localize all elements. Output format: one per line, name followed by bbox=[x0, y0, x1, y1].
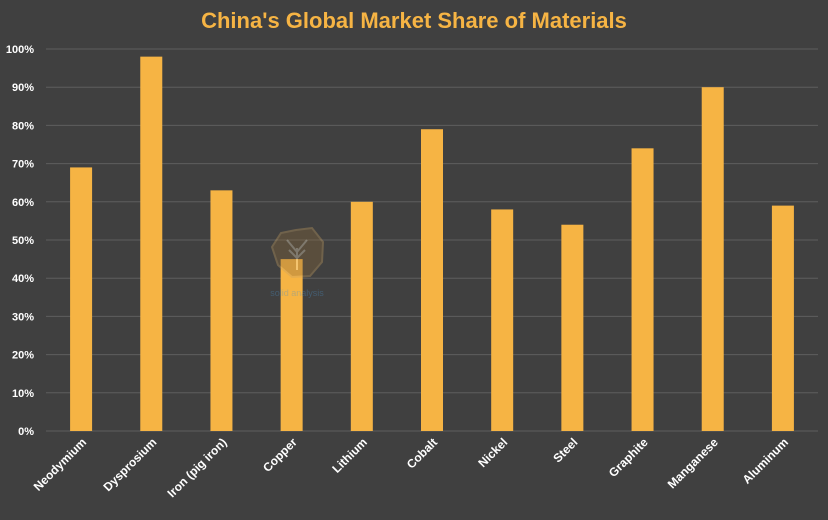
x-category-label: Iron (pig iron) bbox=[165, 435, 230, 500]
y-tick-label: 20% bbox=[12, 350, 34, 362]
bar-aluminum bbox=[771, 205, 794, 431]
x-category-label: Manganese bbox=[665, 435, 721, 491]
y-tick-label: 0% bbox=[18, 426, 34, 438]
bar-copper bbox=[280, 259, 303, 431]
bars bbox=[70, 56, 794, 432]
y-tick-label: 100% bbox=[6, 44, 34, 56]
x-category-label: Steel bbox=[550, 435, 580, 465]
y-tick-label: 30% bbox=[12, 311, 34, 323]
bar-nickel bbox=[491, 209, 514, 431]
chart-title: China's Global Market Share of Materials bbox=[201, 8, 627, 33]
y-tick-label: 40% bbox=[12, 273, 34, 285]
y-tick-label: 70% bbox=[12, 159, 34, 171]
x-category-label: Neodymium bbox=[31, 435, 89, 493]
tree-logo-icon bbox=[270, 226, 325, 279]
bar-lithium bbox=[350, 201, 373, 431]
y-tick-label: 10% bbox=[12, 388, 34, 400]
bar-neodymium bbox=[70, 167, 93, 432]
y-tick-label: 50% bbox=[12, 235, 34, 247]
y-tick-label: 90% bbox=[12, 82, 34, 94]
watermark-text: solid analysis bbox=[270, 288, 324, 298]
bar-graphite bbox=[631, 148, 654, 431]
y-tick-label: 60% bbox=[12, 197, 34, 209]
bar-iron-pig-iron bbox=[210, 190, 233, 431]
x-category-label: Copper bbox=[260, 435, 300, 475]
bar-dysprosium bbox=[140, 56, 163, 431]
x-category-label: Graphite bbox=[606, 435, 651, 480]
x-category-label: Nickel bbox=[475, 435, 510, 470]
bar-cobalt bbox=[421, 129, 443, 431]
bar-steel bbox=[561, 224, 584, 431]
x-category-label: Cobalt bbox=[404, 435, 440, 471]
watermark: solid analysis bbox=[270, 226, 325, 298]
y-axis-ticks: 0% 10% 20% 30% 40% 50% 60% 70% 80% 90% 100% bbox=[6, 44, 34, 438]
y-tick-label: 80% bbox=[12, 120, 34, 132]
x-category-label: Dysprosium bbox=[100, 435, 159, 494]
x-category-label: Lithium bbox=[329, 435, 370, 476]
x-category-label: Aluminum bbox=[740, 435, 791, 486]
bar-manganese bbox=[701, 87, 724, 431]
x-axis-categories: Neodymium Dysprosium Iron (pig iron) Copper… bbox=[31, 435, 791, 500]
